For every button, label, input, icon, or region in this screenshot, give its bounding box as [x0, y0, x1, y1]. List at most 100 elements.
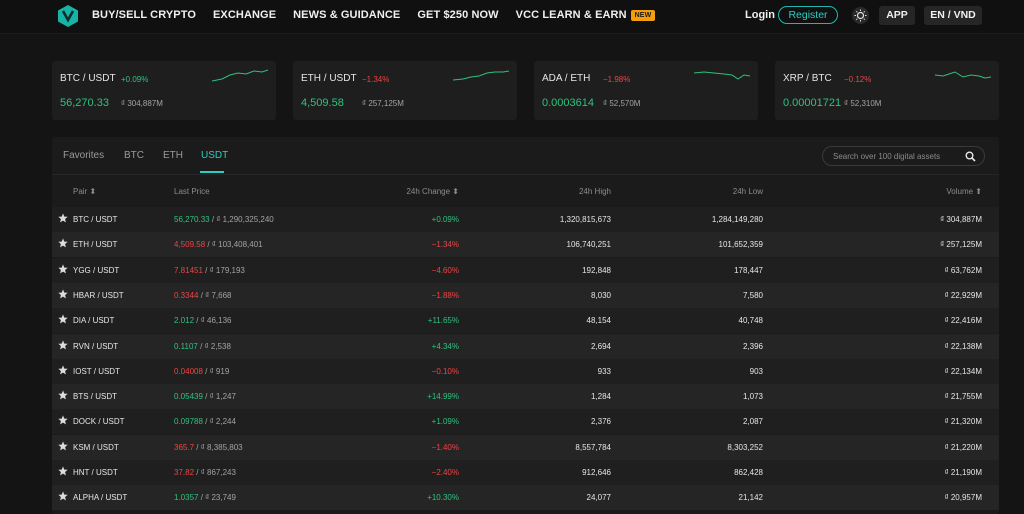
table-row[interactable]: HNT / USDT 37.82 / ₫ 867,243 −2.40% 912,646… — [52, 460, 999, 485]
nav-get-250[interactable]: GET $250 NOW — [417, 9, 499, 21]
row-24h-change: −4.60% — [431, 265, 459, 275]
nav-vcc-learn-earn-label: VCC LEARN & EARN — [515, 9, 627, 21]
table-row[interactable]: KSM / USDT 365.7 / ₫ 8,385,803 −1.40% 8,557… — [52, 434, 999, 460]
star-icon[interactable] — [58, 466, 68, 476]
star-icon[interactable] — [58, 238, 68, 248]
row-fiat-value: ₫ 919 — [209, 366, 230, 376]
app-button[interactable]: APP — [879, 6, 915, 25]
table-row[interactable]: DIA / USDT 2.012 / ₫ 46,136 +11.65% 48,154 4… — [52, 308, 999, 334]
row-fiat-value: ₫ 179,193 — [209, 265, 245, 275]
row-last-value: 4,509.58 — [174, 240, 206, 250]
ticker-card[interactable]: XRP / BTC −0.12% 0.00001721 ₫ 52,310M — [775, 61, 999, 120]
language-selector[interactable]: EN / VND — [924, 6, 982, 25]
column-24h-change[interactable]: 24h Change ⬍ — [406, 187, 459, 196]
row-24h-change: +0.09% — [431, 215, 459, 224]
star-icon[interactable] — [58, 213, 68, 223]
star-icon[interactable] — [58, 415, 68, 425]
tab-eth[interactable]: ETH — [163, 150, 183, 161]
row-pair: ETH / USDT — [73, 240, 118, 250]
row-24h-low: 1,284,149,280 — [711, 215, 763, 224]
table-row[interactable]: RVN / USDT 0.1107 / ₫ 2,538 +4.34% 2,694 2,3… — [52, 333, 999, 359]
row-24h-low: 178,447 — [734, 265, 763, 275]
search-icon[interactable] — [965, 151, 976, 162]
star-icon[interactable] — [58, 441, 68, 451]
row-24h-high: 2,376 — [590, 417, 611, 427]
main-nav: BUY/SELL CRYPTO EXCHANGE NEWS & GUIDANCE… — [92, 0, 672, 30]
nav-buy-sell-crypto[interactable]: BUY/SELL CRYPTO — [92, 9, 196, 21]
star-icon[interactable] — [58, 339, 68, 350]
star-icon[interactable] — [58, 289, 68, 299]
star-icon[interactable] — [58, 365, 68, 375]
tab-favorites[interactable]: Favorites — [63, 150, 105, 161]
column-pair[interactable]: Pair ⬍ — [73, 187, 97, 196]
row-24h-change: −2.40% — [431, 468, 459, 477]
table-row[interactable]: YGG / USDT 7.81451 / ₫ 179,193 −4.60% 192,8… — [52, 257, 999, 283]
sparkline — [453, 70, 509, 81]
row-fiat-value: ₫ 867,243 — [200, 468, 236, 477]
row-fiat-price: / ₫ 23,749 — [198, 493, 236, 503]
table-row[interactable]: ALPHA / USDT 1.0357 / ₫ 23,749 +10.30% 24,0… — [52, 485, 999, 511]
login-link[interactable]: Login — [745, 9, 775, 21]
column-last-price[interactable]: Last Price — [174, 187, 210, 196]
row-volume: ₫ 22,138M — [944, 341, 982, 351]
column-24h-high[interactable]: 24h High — [578, 187, 611, 196]
active-tab-indicator — [200, 171, 224, 173]
market-panel: Favorites BTC ETH USDT Search over 100 d… — [52, 137, 999, 514]
row-volume: ₫ 21,320M — [944, 417, 982, 427]
row-24h-high: 24,077 — [586, 493, 611, 503]
table-row[interactable]: IOST / USDT 0.04008 / ₫ 919 −0.10% 933 903 ₫ … — [52, 358, 999, 384]
table-row[interactable]: HBAR / USDT 0.3344 / ₫ 7,668 −1.88% 8,030 7,… — [52, 282, 999, 308]
nav-news-guidance[interactable]: NEWS & GUIDANCE — [293, 9, 401, 21]
row-pair: HBAR / USDT — [73, 290, 124, 300]
row-last-value: 2.012 — [174, 316, 195, 326]
star-icon[interactable] — [58, 390, 68, 400]
column-24h-low[interactable]: 24h Low — [732, 187, 763, 196]
star-icon[interactable] — [58, 314, 68, 324]
row-24h-low: 1,073 — [742, 392, 763, 402]
row-24h-change: +11.65% — [427, 316, 459, 326]
tab-btc[interactable]: BTC — [124, 150, 144, 161]
ticker-card[interactable]: ETH / USDT −1.34% 4,509.58 ₫ 257,125M — [293, 61, 517, 120]
row-last-value: 37.82 — [174, 468, 195, 477]
logo-icon[interactable] — [58, 5, 78, 27]
row-last-value: 1.0357 — [174, 493, 199, 503]
table-row[interactable]: ETH / USDT 4,509.58 / ₫ 103,408,401 −1.34%… — [52, 232, 999, 258]
ticker-volume: ₫ 52,570M — [603, 99, 641, 108]
table-row[interactable]: DOCK / USDT 0.09788 / ₫ 2,244 +1.09% 2,376 2… — [52, 409, 999, 435]
table-row[interactable]: BTC / USDT 56,270.33 / ₫ 1,290,325,240 +0.… — [52, 207, 999, 232]
theme-toggle-button[interactable] — [852, 7, 869, 24]
row-24h-low: 101,652,359 — [718, 240, 764, 250]
row-last-value: 0.09788 — [174, 417, 203, 427]
ticker-card[interactable]: ADA / ETH −1.98% 0.0003614 ₫ 52,570M — [534, 61, 758, 120]
row-24h-low: 40,748 — [738, 316, 763, 326]
row-fiat-price: / ₫ 919 — [202, 366, 230, 376]
row-fiat-value: ₫ 8,385,803 — [200, 442, 243, 452]
star-icon[interactable] — [58, 263, 68, 274]
row-fiat-value: ₫ 2,244 — [209, 417, 236, 427]
row-fiat-price: / ₫ 7,668 — [198, 290, 232, 300]
row-volume: ₫ 20,957M — [944, 493, 982, 503]
row-volume: ₫ 22,929M — [944, 290, 982, 300]
ticker-card[interactable]: BTC / USDT +0.09% 56,270.33 ₫ 304,887M — [52, 61, 276, 120]
row-24h-high: 1,284 — [590, 392, 611, 402]
ticker-price: 0.00001721 — [783, 97, 842, 109]
tab-usdt[interactable]: USDT — [201, 150, 229, 161]
row-volume: ₫ 22,416M — [944, 316, 982, 326]
table-row[interactable]: BTS / USDT 0.05439 / ₫ 1,247 +14.99% 1,284 1… — [52, 384, 999, 410]
row-24h-high: 8,030 — [590, 290, 611, 300]
search-input[interactable]: Search over 100 digital assets — [822, 146, 985, 166]
column-volume[interactable]: Volume ⬆ — [946, 187, 982, 196]
row-fiat-value: ₫ 1,247 — [209, 392, 236, 402]
ticker-pair: ADA / ETH — [542, 73, 591, 84]
register-button[interactable]: Register — [778, 6, 838, 24]
row-24h-high: 106,740,251 — [566, 240, 612, 250]
ticker-volume: ₫ 304,887M — [121, 99, 163, 108]
row-pair: KSM / USDT — [73, 442, 119, 452]
ticker-change: −0.12% — [844, 75, 872, 84]
nav-exchange[interactable]: EXCHANGE — [212, 9, 277, 21]
nav-vcc-learn-earn[interactable]: VCC LEARN & EARN NEW — [516, 9, 656, 21]
sparkline — [694, 71, 750, 80]
row-pair: BTC / USDT — [73, 215, 118, 224]
star-icon[interactable] — [58, 491, 68, 501]
row-24h-low: 2,087 — [742, 417, 763, 427]
